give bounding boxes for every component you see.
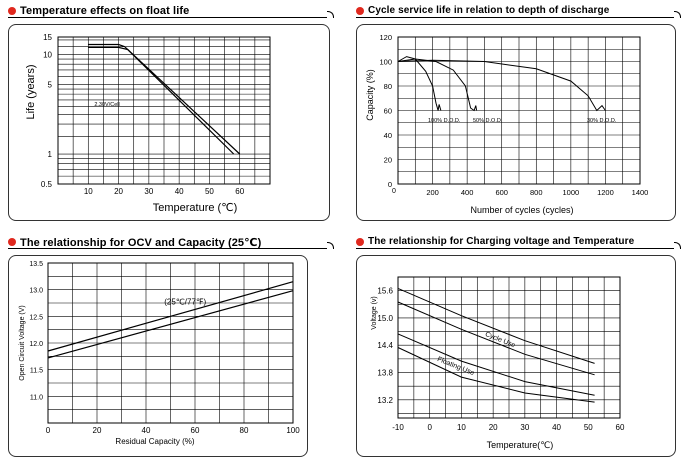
dod-curve	[397, 59, 606, 112]
bullet-icon	[8, 7, 16, 15]
x-tick-label: 1400	[632, 188, 649, 197]
x-tick-label: 400	[461, 188, 474, 197]
chart-title: Cycle service life in relation to depth …	[368, 5, 610, 16]
x-tick-label: 30	[520, 423, 529, 432]
y-tick-label: 15.6	[377, 287, 393, 296]
header-rule	[356, 248, 674, 249]
y-tick-label: 1	[48, 150, 53, 159]
float-life-curve	[88, 43, 241, 155]
x-tick-label: 200	[426, 188, 439, 197]
x-axis-label: Temperature(℃)	[487, 440, 554, 450]
header-hook	[327, 242, 334, 249]
y-axis-label: Voltage (v)	[371, 296, 378, 329]
annotation-label: 2.30V/Cell	[94, 102, 119, 108]
y-tick-label: 15.0	[377, 314, 393, 323]
dod-series-label: 50% D.O.D.	[473, 118, 503, 124]
header-hook	[327, 11, 334, 18]
dod-curve	[397, 56, 442, 111]
x-tick-label: 40	[175, 187, 184, 196]
bullet-icon	[356, 7, 364, 15]
header-rule	[8, 248, 327, 249]
charging-curve	[397, 301, 595, 376]
dod-series-label: 30% D.O.D.	[587, 118, 617, 124]
chart-title: Temperature effects on float life	[20, 5, 190, 17]
dod-series-label: 100% D.O.D.	[428, 118, 461, 124]
y-tick-label: 120	[379, 33, 392, 42]
x-axis-label: Temperature (℃)	[153, 202, 238, 214]
annotation-label: (25℃/77℉)	[164, 298, 206, 307]
x-tick-label: 60	[235, 187, 244, 196]
x-tick-label: 60	[616, 423, 625, 432]
x-tick-label: 30	[144, 187, 153, 196]
y-axis-label: Life (years)	[25, 64, 37, 119]
header-rule	[8, 17, 327, 18]
x-tick-label: 10	[84, 187, 93, 196]
y-tick-label: 0.5	[41, 180, 53, 189]
y-tick-label: 11.5	[30, 368, 43, 375]
x-tick-label: 80	[240, 426, 249, 435]
y-tick-label: 20	[384, 156, 392, 165]
x-tick-label: 40	[142, 426, 151, 435]
chart-title: The relationship for OCV and Capacity (2…	[20, 237, 262, 249]
x-tick-label: 800	[530, 188, 543, 197]
float-life-curve	[88, 46, 235, 155]
x-tick-label: 100	[286, 426, 300, 435]
y-tick-label: 100	[379, 58, 392, 67]
y-tick-label: 80	[384, 82, 392, 91]
charging-curve	[397, 347, 595, 403]
y-tick-label: 10	[43, 51, 52, 60]
x-tick-label: 50	[205, 187, 214, 196]
y-tick-label: 13.8	[377, 369, 393, 378]
x-tick-label: 40	[552, 423, 561, 432]
x-tick-label: 20	[114, 187, 123, 196]
y-tick-label: 0	[388, 180, 392, 189]
ocv-line	[47, 290, 294, 359]
x-axis-label: Residual Capacity (%)	[115, 437, 194, 446]
dod-curve	[397, 58, 478, 112]
x-tick-label: 0	[46, 426, 51, 435]
y-tick-label: 15	[43, 33, 52, 42]
ocv-header: The relationship for OCV and Capacity (2…	[8, 236, 334, 252]
y-tick-label: 14.4	[377, 341, 393, 350]
x-tick-label: 600	[495, 188, 508, 197]
y-tick-label: 12.0	[29, 341, 43, 348]
chart-title: The relationship for Charging voltage an…	[368, 236, 635, 247]
y-tick-label: 13.0	[29, 288, 43, 295]
y-tick-label: 12.5	[29, 314, 43, 321]
y-tick-label: 11.0	[30, 394, 43, 401]
y-tick-label: 13.2	[377, 396, 393, 405]
bullet-icon	[8, 238, 16, 246]
ocv-line	[47, 281, 294, 352]
charging-curve	[397, 287, 595, 364]
x-tick-label: 10	[457, 423, 466, 432]
y-axis-label: Capacity (%)	[365, 69, 375, 121]
charging-curve	[397, 333, 595, 396]
y-tick-label: 13.5	[29, 261, 43, 268]
y-tick-label: 40	[384, 131, 392, 140]
y-tick-label: 60	[384, 107, 392, 116]
y-tick-label: 5	[48, 80, 53, 89]
x-tick-label: 60	[191, 426, 200, 435]
x-tick-label: 1200	[597, 188, 614, 197]
x-tick-label: 50	[584, 423, 593, 432]
chart-frame	[356, 255, 676, 457]
chart-frame	[8, 24, 330, 221]
x-tick-label: 0	[392, 188, 396, 195]
x-tick-label: 20	[93, 426, 102, 435]
x-tick-label: 0	[427, 423, 432, 432]
header-rule	[356, 17, 674, 18]
x-tick-label: -10	[392, 423, 404, 432]
x-tick-label: 1000	[563, 188, 580, 197]
x-tick-label: 20	[489, 423, 498, 432]
y-axis-label: Open Circuit Voltage (V)	[19, 305, 26, 380]
float-life-header: Temperature effects on float life	[8, 5, 334, 21]
x-axis-label: Number of cycles (cycles)	[470, 205, 573, 215]
bullet-icon	[356, 238, 364, 246]
